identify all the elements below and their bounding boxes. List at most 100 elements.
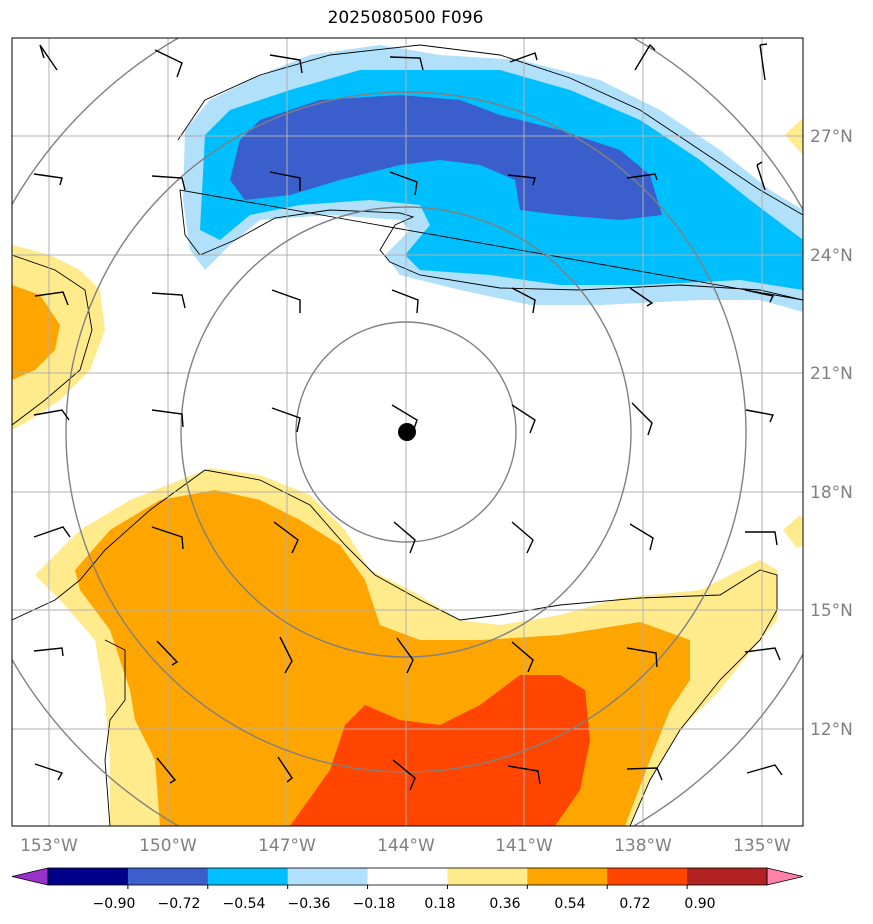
contour-south	[12, 469, 778, 826]
colorbar-tick-label: −0.72	[158, 896, 201, 912]
lat-label: 18°N	[810, 483, 853, 503]
wind-barb	[33, 409, 70, 421]
plot-title: 2025080500 F096	[327, 8, 484, 28]
colorbar-bin	[687, 868, 768, 885]
wind-barb	[271, 289, 301, 313]
colorbar-tick-label: 0.54	[554, 896, 585, 912]
wind-barb	[151, 409, 184, 428]
wind-barb	[626, 767, 663, 781]
wind-barb	[744, 289, 775, 303]
wind-barb	[626, 647, 658, 668]
wind-barb	[156, 757, 177, 784]
colorbar-tick-label: −0.18	[353, 896, 396, 912]
colorbar-bin	[607, 868, 688, 885]
lon-label: 147°W	[258, 836, 316, 856]
lon-label: 141°W	[495, 836, 553, 856]
lon-label: 150°W	[139, 836, 197, 856]
zero-contours	[12, 44, 803, 826]
wind-barb	[745, 531, 778, 546]
wind-barb	[273, 521, 299, 554]
shade-royal-blue	[230, 95, 662, 220]
wind-barb	[511, 287, 536, 314]
colorbar-tick-label: 0.72	[619, 896, 650, 912]
wind-barb	[744, 647, 781, 661]
wind-barb	[507, 174, 536, 186]
wind-barbs	[33, 43, 783, 791]
wind-barb	[511, 521, 534, 554]
wind-barb	[269, 54, 303, 74]
colorbar-extend-low	[11, 867, 49, 886]
colorbar-bin	[367, 868, 448, 885]
colorbar-tick-label: 0.90	[684, 896, 715, 912]
contour-south-west	[104, 639, 126, 826]
storm-center-marker	[398, 423, 416, 441]
wind-barb	[33, 526, 71, 538]
wind-barb	[33, 173, 63, 186]
axes-frame	[11, 37, 804, 827]
range-ring-1	[295, 321, 517, 543]
wind-barb	[151, 292, 186, 309]
wind-barb	[154, 49, 183, 78]
wind-barb	[389, 56, 424, 71]
range-ring-2	[180, 206, 632, 658]
wind-barb	[279, 636, 293, 674]
wind-barb	[629, 523, 654, 551]
lat-label: 21°N	[810, 364, 853, 384]
wind-barb	[745, 409, 774, 423]
lon-label: 135°W	[733, 836, 791, 856]
wind-barb	[271, 407, 301, 433]
latitude-labels: 27°N 24°N 21°N 18°N 15°N 12°N	[810, 127, 853, 740]
colorbar-tick-label: 0.36	[489, 896, 520, 912]
colorbar-tick-label: −0.54	[223, 896, 266, 912]
wind-barb	[759, 43, 768, 81]
contour-west	[12, 254, 93, 426]
shade-orange-red	[290, 675, 590, 826]
colorbar-bin	[287, 868, 369, 885]
wind-barb	[156, 640, 179, 666]
shade-light-yellow-east-b	[783, 515, 803, 548]
colorbar	[11, 867, 804, 889]
colorbar-bin	[48, 868, 129, 885]
lon-label: 144°W	[377, 836, 435, 856]
longitude-labels: 153°W 150°W 147°W 144°W 141°W 138°W 135°…	[20, 836, 791, 856]
wind-barb	[629, 287, 654, 307]
wind-barb	[389, 171, 418, 196]
lat-label: 15°N	[810, 601, 853, 621]
lon-label: 138°W	[614, 836, 672, 856]
wind-barb	[626, 173, 658, 181]
range-rings	[12, 38, 803, 826]
wind-barb	[507, 765, 541, 785]
wind-barb	[39, 44, 58, 71]
lat-label: 12°N	[810, 720, 853, 740]
colorbar-bin	[207, 868, 289, 885]
wind-barb	[511, 641, 534, 673]
wind-barb	[393, 521, 416, 554]
wind-barb	[392, 759, 416, 791]
colorbar-bin	[127, 868, 209, 885]
wind-barb	[269, 171, 301, 191]
shade-orange-west	[12, 285, 60, 380]
wind-barb	[151, 175, 186, 191]
wind-barb	[756, 161, 766, 191]
wind-barb	[631, 402, 653, 436]
colorbar-bin	[527, 868, 608, 885]
range-ring-3	[65, 91, 747, 773]
wind-barb	[151, 526, 184, 550]
lat-label: 27°N	[810, 127, 853, 147]
colorbar-outline	[47, 867, 768, 886]
wind-barb	[509, 52, 538, 63]
colorbar-tick-label: −0.36	[288, 896, 331, 912]
colorbar-extend-high	[766, 867, 804, 886]
wind-barb	[33, 647, 64, 657]
wind-barb	[634, 43, 656, 71]
shade-light-yellow-west	[12, 245, 105, 430]
colorbar-tick-label: 0.18	[424, 896, 455, 912]
wind-barb	[396, 637, 414, 674]
colorbar-bin	[447, 868, 528, 885]
wind-barb	[277, 756, 293, 783]
contour-north	[177, 44, 803, 301]
wind-barb	[746, 764, 783, 776]
lat-label: 24°N	[810, 246, 853, 266]
wind-barb	[391, 289, 419, 314]
